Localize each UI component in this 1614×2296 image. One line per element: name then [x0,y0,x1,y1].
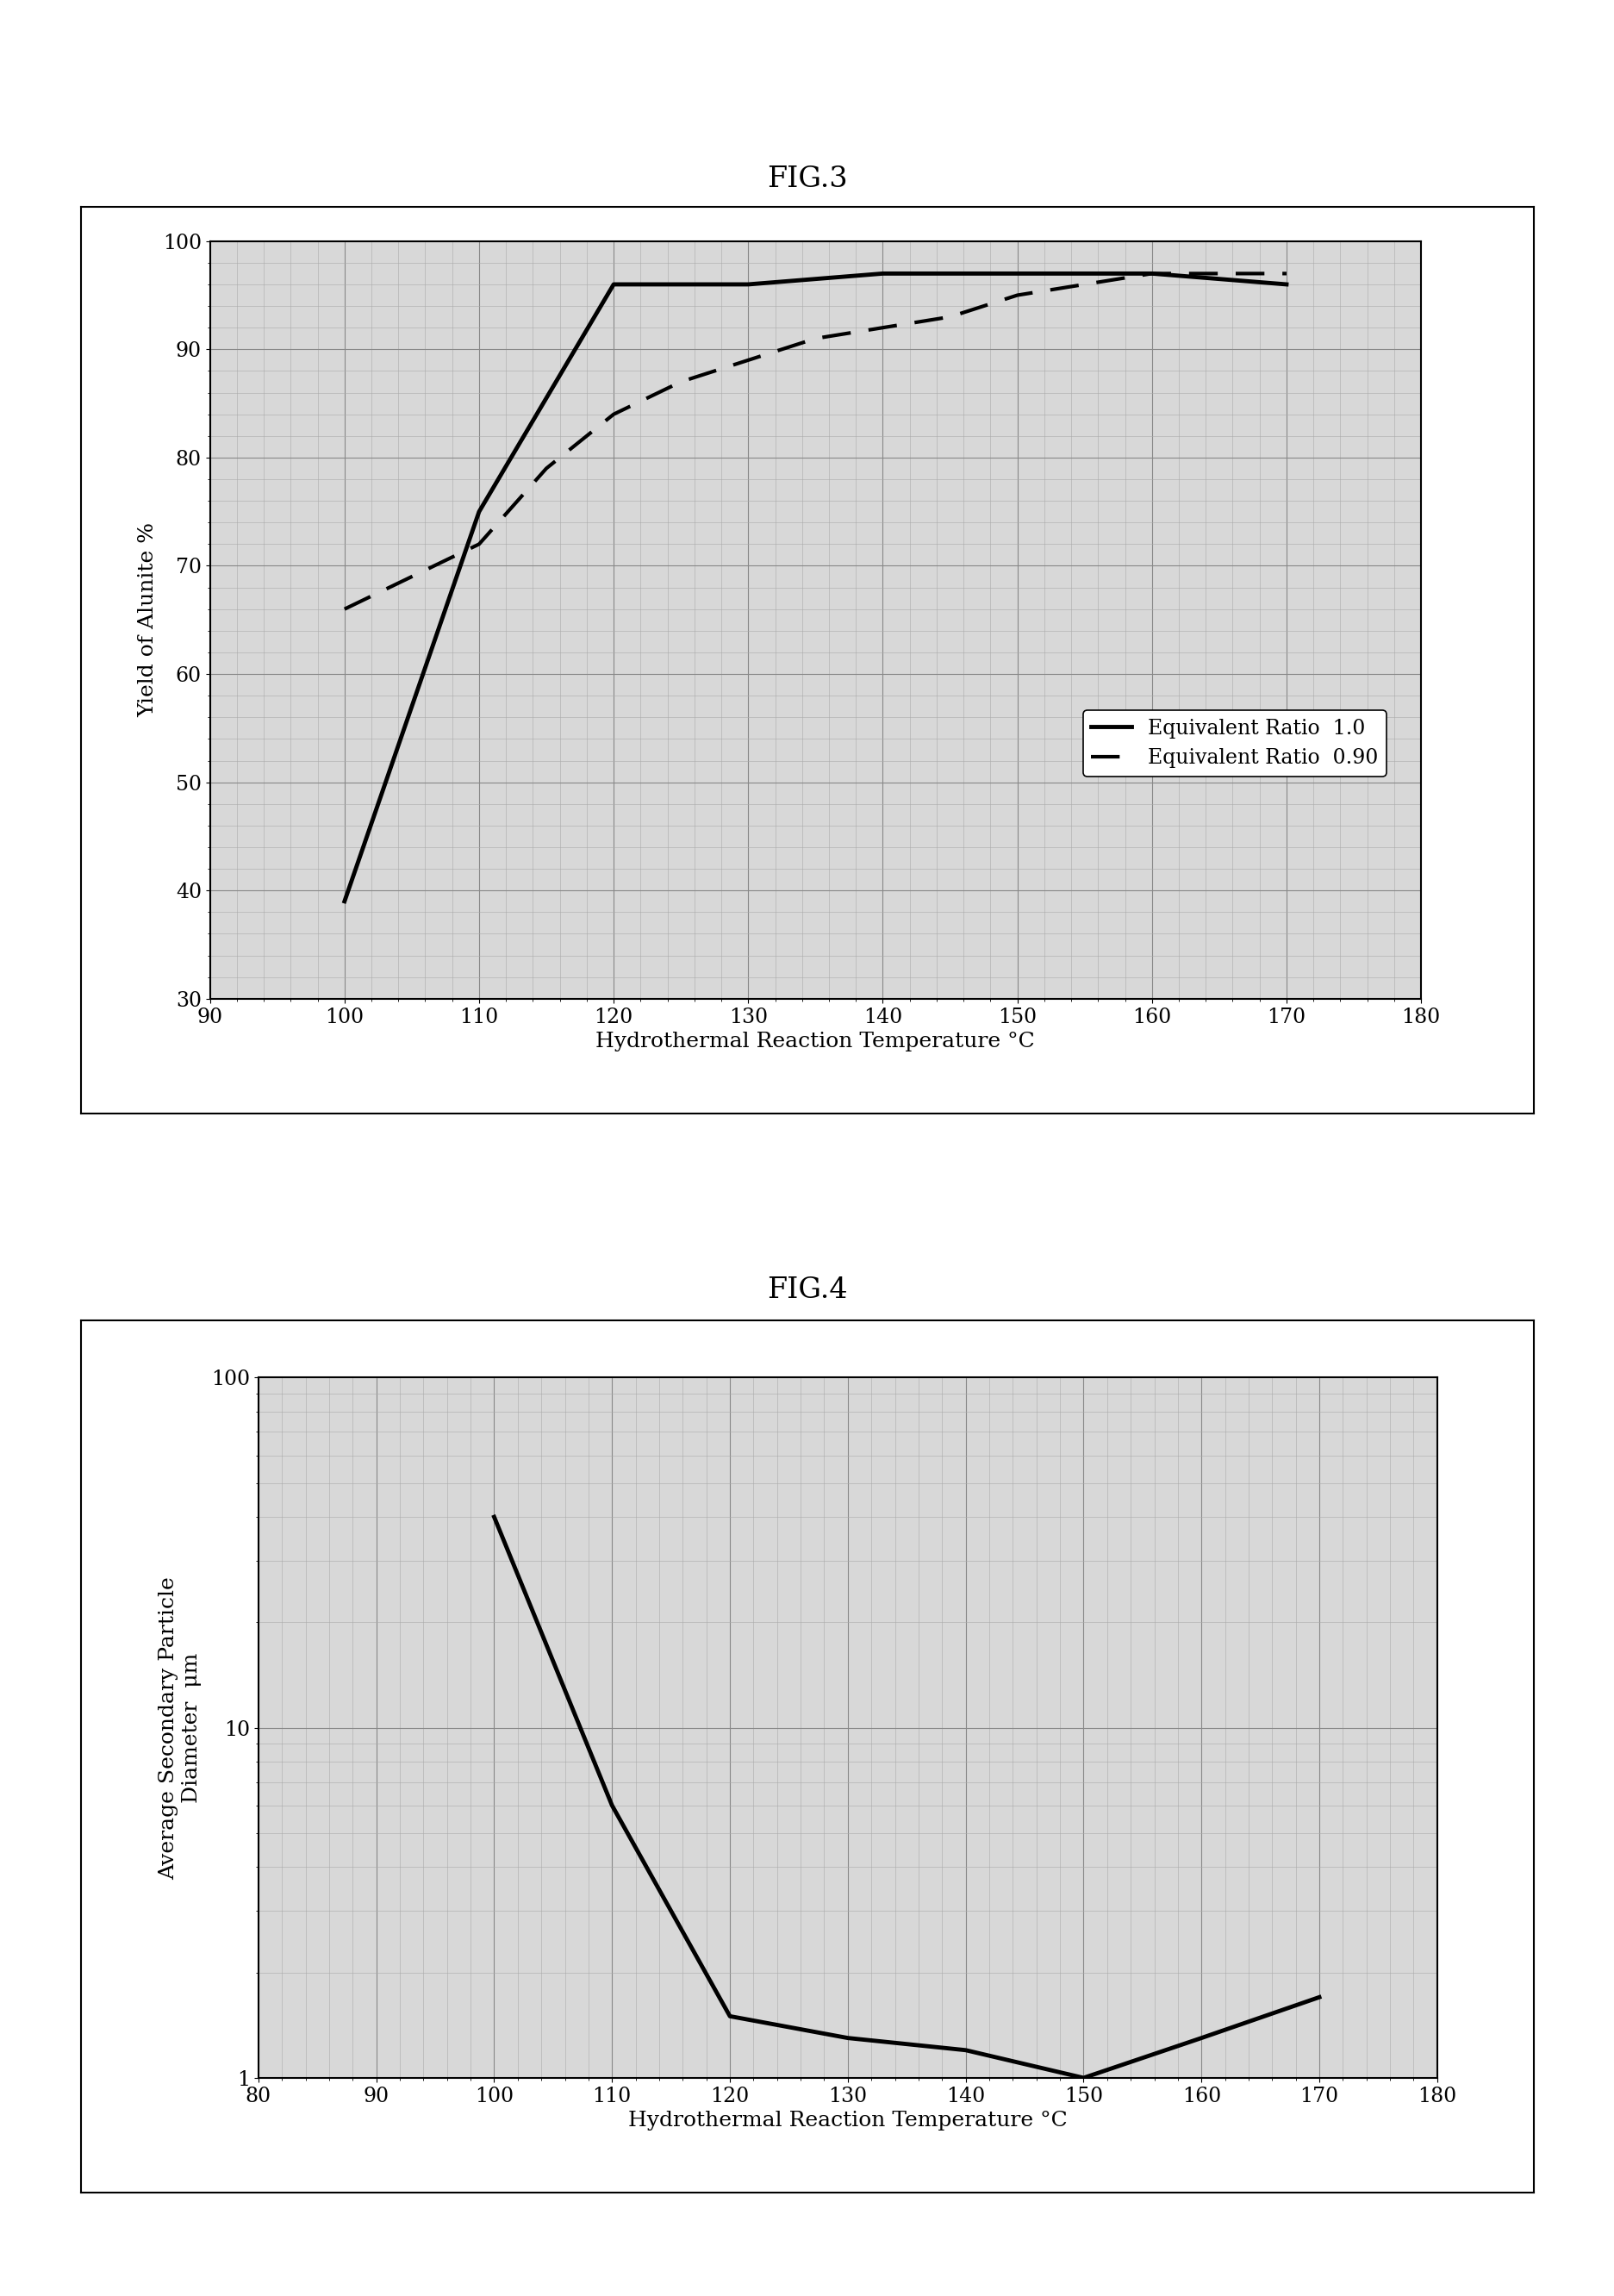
Equivalent Ratio  0.90 [536,455,555,482]
Legend: Equivalent Ratio  1.0, Equivalent Ratio  0.90: Equivalent Ratio 1.0, Equivalent Ratio 0… [1083,709,1386,776]
Equivalent Ratio  0.90 [1141,259,1160,287]
Line: Equivalent Ratio  1.0: Equivalent Ratio 1.0 [344,273,1286,902]
X-axis label: Hydrothermal Reaction Temperature °C: Hydrothermal Reaction Temperature °C [596,1031,1035,1052]
Equivalent Ratio  0.90 [873,315,893,342]
Equivalent Ratio  1.0 [604,271,623,298]
Equivalent Ratio  1.0 [738,271,757,298]
Equivalent Ratio  0.90 [671,367,691,395]
Equivalent Ratio  0.90 [470,530,489,558]
Y-axis label: Average Secondary Particle
Diameter  μm: Average Secondary Particle Diameter μm [158,1575,202,1880]
Equivalent Ratio  0.90 [402,563,421,590]
X-axis label: Hydrothermal Reaction Temperature °C: Hydrothermal Reaction Temperature °C [628,2110,1067,2131]
Equivalent Ratio  0.90 [738,347,757,374]
Equivalent Ratio  0.90 [1007,282,1027,310]
Equivalent Ratio  0.90 [604,400,623,427]
Equivalent Ratio  0.90 [334,595,353,622]
Equivalent Ratio  1.0 [1141,259,1160,287]
Equivalent Ratio  1.0 [1007,259,1027,287]
Equivalent Ratio  0.90 [1075,271,1094,298]
Equivalent Ratio  0.90 [939,303,959,331]
Equivalent Ratio  0.90 [1209,259,1228,287]
Equivalent Ratio  1.0 [1277,271,1296,298]
Equivalent Ratio  0.90 [805,324,825,351]
Text: FIG.4: FIG.4 [767,1277,847,1304]
Line: Equivalent Ratio  0.90: Equivalent Ratio 0.90 [344,273,1286,608]
Text: FIG.3: FIG.3 [767,165,847,193]
Equivalent Ratio  1.0 [334,889,353,916]
Equivalent Ratio  0.90 [1277,259,1296,287]
Y-axis label: Yield of Alunite %: Yield of Alunite % [137,523,158,716]
Equivalent Ratio  1.0 [873,259,893,287]
Equivalent Ratio  1.0 [470,498,489,526]
